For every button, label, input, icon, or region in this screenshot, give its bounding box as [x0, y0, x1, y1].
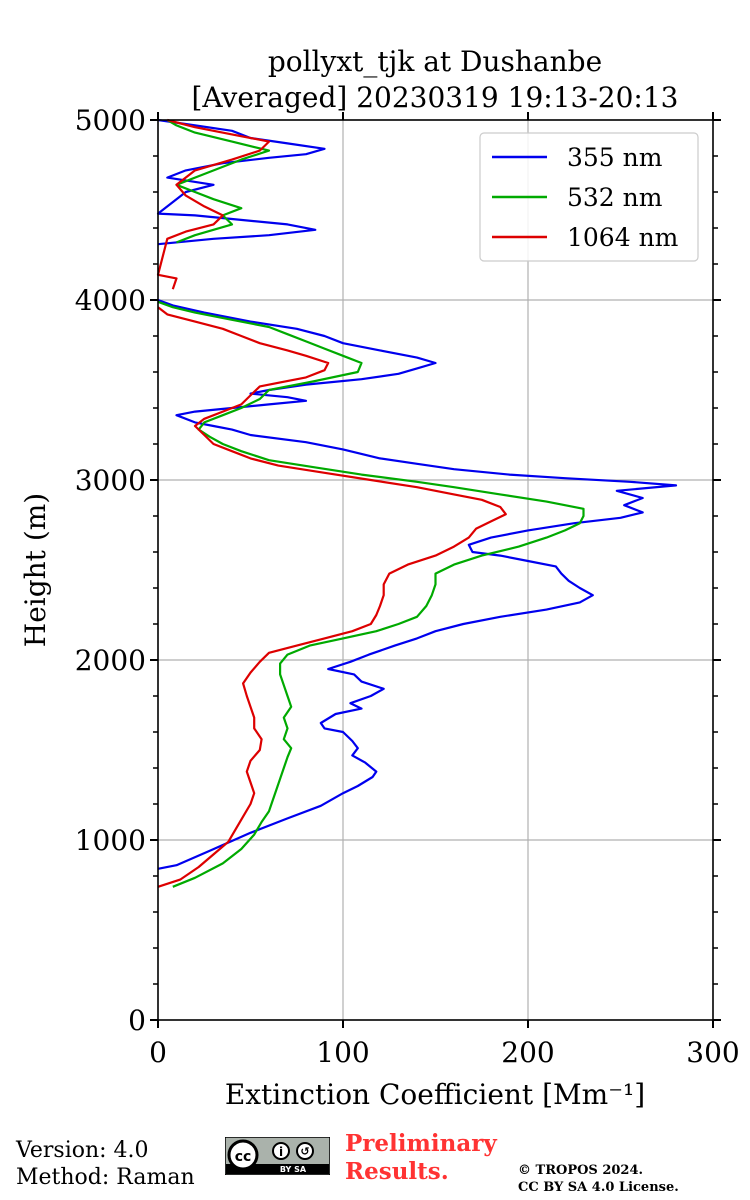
series-line-upper-1064-nm [156, 118, 271, 290]
series-layer [156, 118, 678, 888]
plot-frame [157, 119, 714, 1021]
version-text: Version: 4.0 [16, 1138, 149, 1163]
series-line-532-nm [157, 300, 585, 888]
x-tick-label-200: 200 [501, 1036, 554, 1069]
preliminary-results-line1: Preliminary [345, 1130, 497, 1157]
legend-box [479, 132, 699, 262]
series-line-1064-nm [157, 306, 507, 888]
y-tick-label-4000: 4000 [75, 284, 146, 317]
x-tick-label-0: 0 [149, 1036, 167, 1069]
preliminary-results-line2: Results. [345, 1158, 449, 1185]
chart-title: pollyxt_tjk at Dushanbe [268, 45, 602, 78]
y-tick-label-3000: 3000 [75, 464, 146, 497]
series-line-355-nm [157, 298, 678, 870]
cc-by-sa-license-badge: cc i ↺ BY SA [225, 1137, 330, 1175]
y-tick-label-2000: 2000 [75, 644, 146, 677]
y-axis-label: Height (m) [19, 493, 52, 647]
svg-text:BY SA: BY SA [280, 1165, 307, 1174]
svg-text:cc: cc [235, 1149, 252, 1165]
copyright-line1: © TROPOS 2024. [518, 1163, 644, 1178]
x-tick-label-100: 100 [316, 1036, 369, 1069]
y-tick-label-5000: 5000 [75, 104, 146, 137]
x-tick-label-300: 300 [686, 1036, 739, 1069]
chart-subtitle: [Averaged] 20230319 19:13-20:13 [192, 81, 679, 114]
svg-text:↺: ↺ [300, 1145, 309, 1158]
x-axis-label: Extinction Coefficient [Mm⁻¹] [225, 1078, 645, 1111]
legend: 355 nm 532 nm 1064 nm [479, 132, 699, 262]
legend-label-1064-nm: 1064 nm [567, 223, 679, 252]
axes [157, 119, 714, 1021]
legend-label-532-nm: 532 nm [567, 183, 663, 212]
copyright-line2: CC BY SA 4.0 License. [518, 1180, 679, 1195]
method-text: Method: Raman [16, 1165, 195, 1190]
y-tick-label-1000: 1000 [75, 824, 146, 857]
y-tick-label-0: 0 [128, 1004, 146, 1037]
legend-label-355-nm: 355 nm [567, 143, 663, 172]
svg-text:i: i [279, 1145, 283, 1159]
